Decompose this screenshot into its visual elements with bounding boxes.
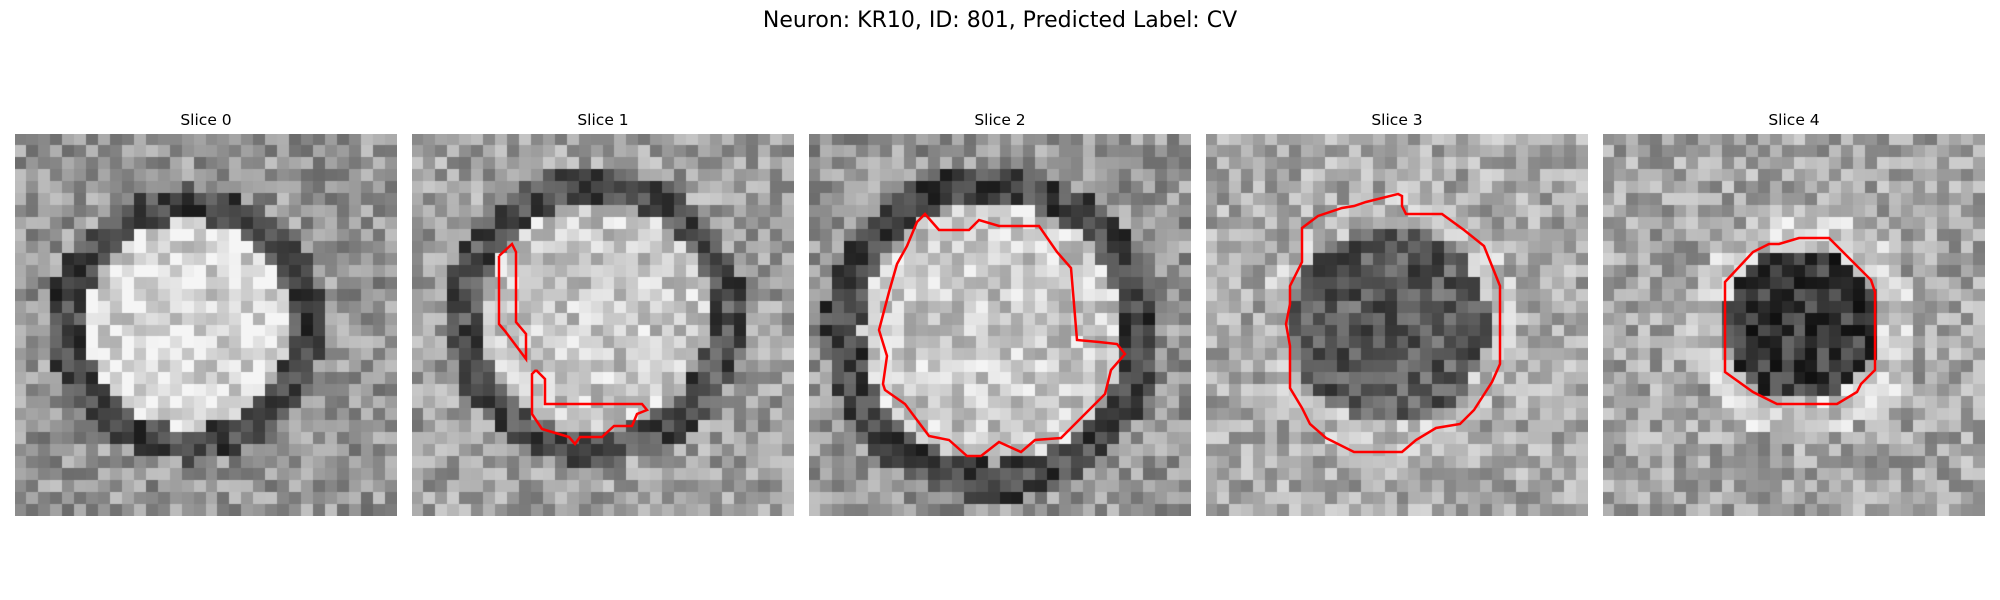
segmentation-contour-2 bbox=[877, 212, 1127, 458]
slice-title: Slice 0 bbox=[180, 111, 232, 129]
slice-panel-4: Slice 4 bbox=[1603, 110, 1985, 516]
contour-upper-segment bbox=[497, 241, 528, 363]
slice-title: Slice 1 bbox=[577, 111, 629, 129]
segmentation-contour-1 bbox=[497, 241, 650, 447]
contour-outline bbox=[877, 212, 1127, 458]
segmentation-contour-4 bbox=[1723, 236, 1877, 406]
slice-panel-2: Slice 2 bbox=[809, 110, 1191, 516]
slice-title: Slice 2 bbox=[974, 111, 1026, 129]
slice-image-1 bbox=[412, 134, 794, 516]
contour-outline bbox=[1723, 236, 1877, 406]
slice-title: Slice 3 bbox=[1371, 111, 1423, 129]
slice-panel-1: Slice 1 bbox=[412, 110, 794, 516]
figure-title: Neuron: KR10, ID: 801, Predicted Label: … bbox=[762, 8, 1238, 33]
contour-lower-segment bbox=[530, 369, 650, 447]
slice-panel-0: Slice 0 bbox=[15, 110, 397, 516]
slice-title: Slice 4 bbox=[1768, 111, 1820, 129]
slice-panel-3: Slice 3 bbox=[1206, 110, 1588, 516]
contour-outline bbox=[1284, 192, 1502, 454]
slice-image-0 bbox=[15, 134, 397, 516]
segmentation-contour-3 bbox=[1284, 192, 1502, 454]
slice-image-4 bbox=[1603, 134, 1985, 516]
slice-image-2 bbox=[809, 134, 1191, 516]
